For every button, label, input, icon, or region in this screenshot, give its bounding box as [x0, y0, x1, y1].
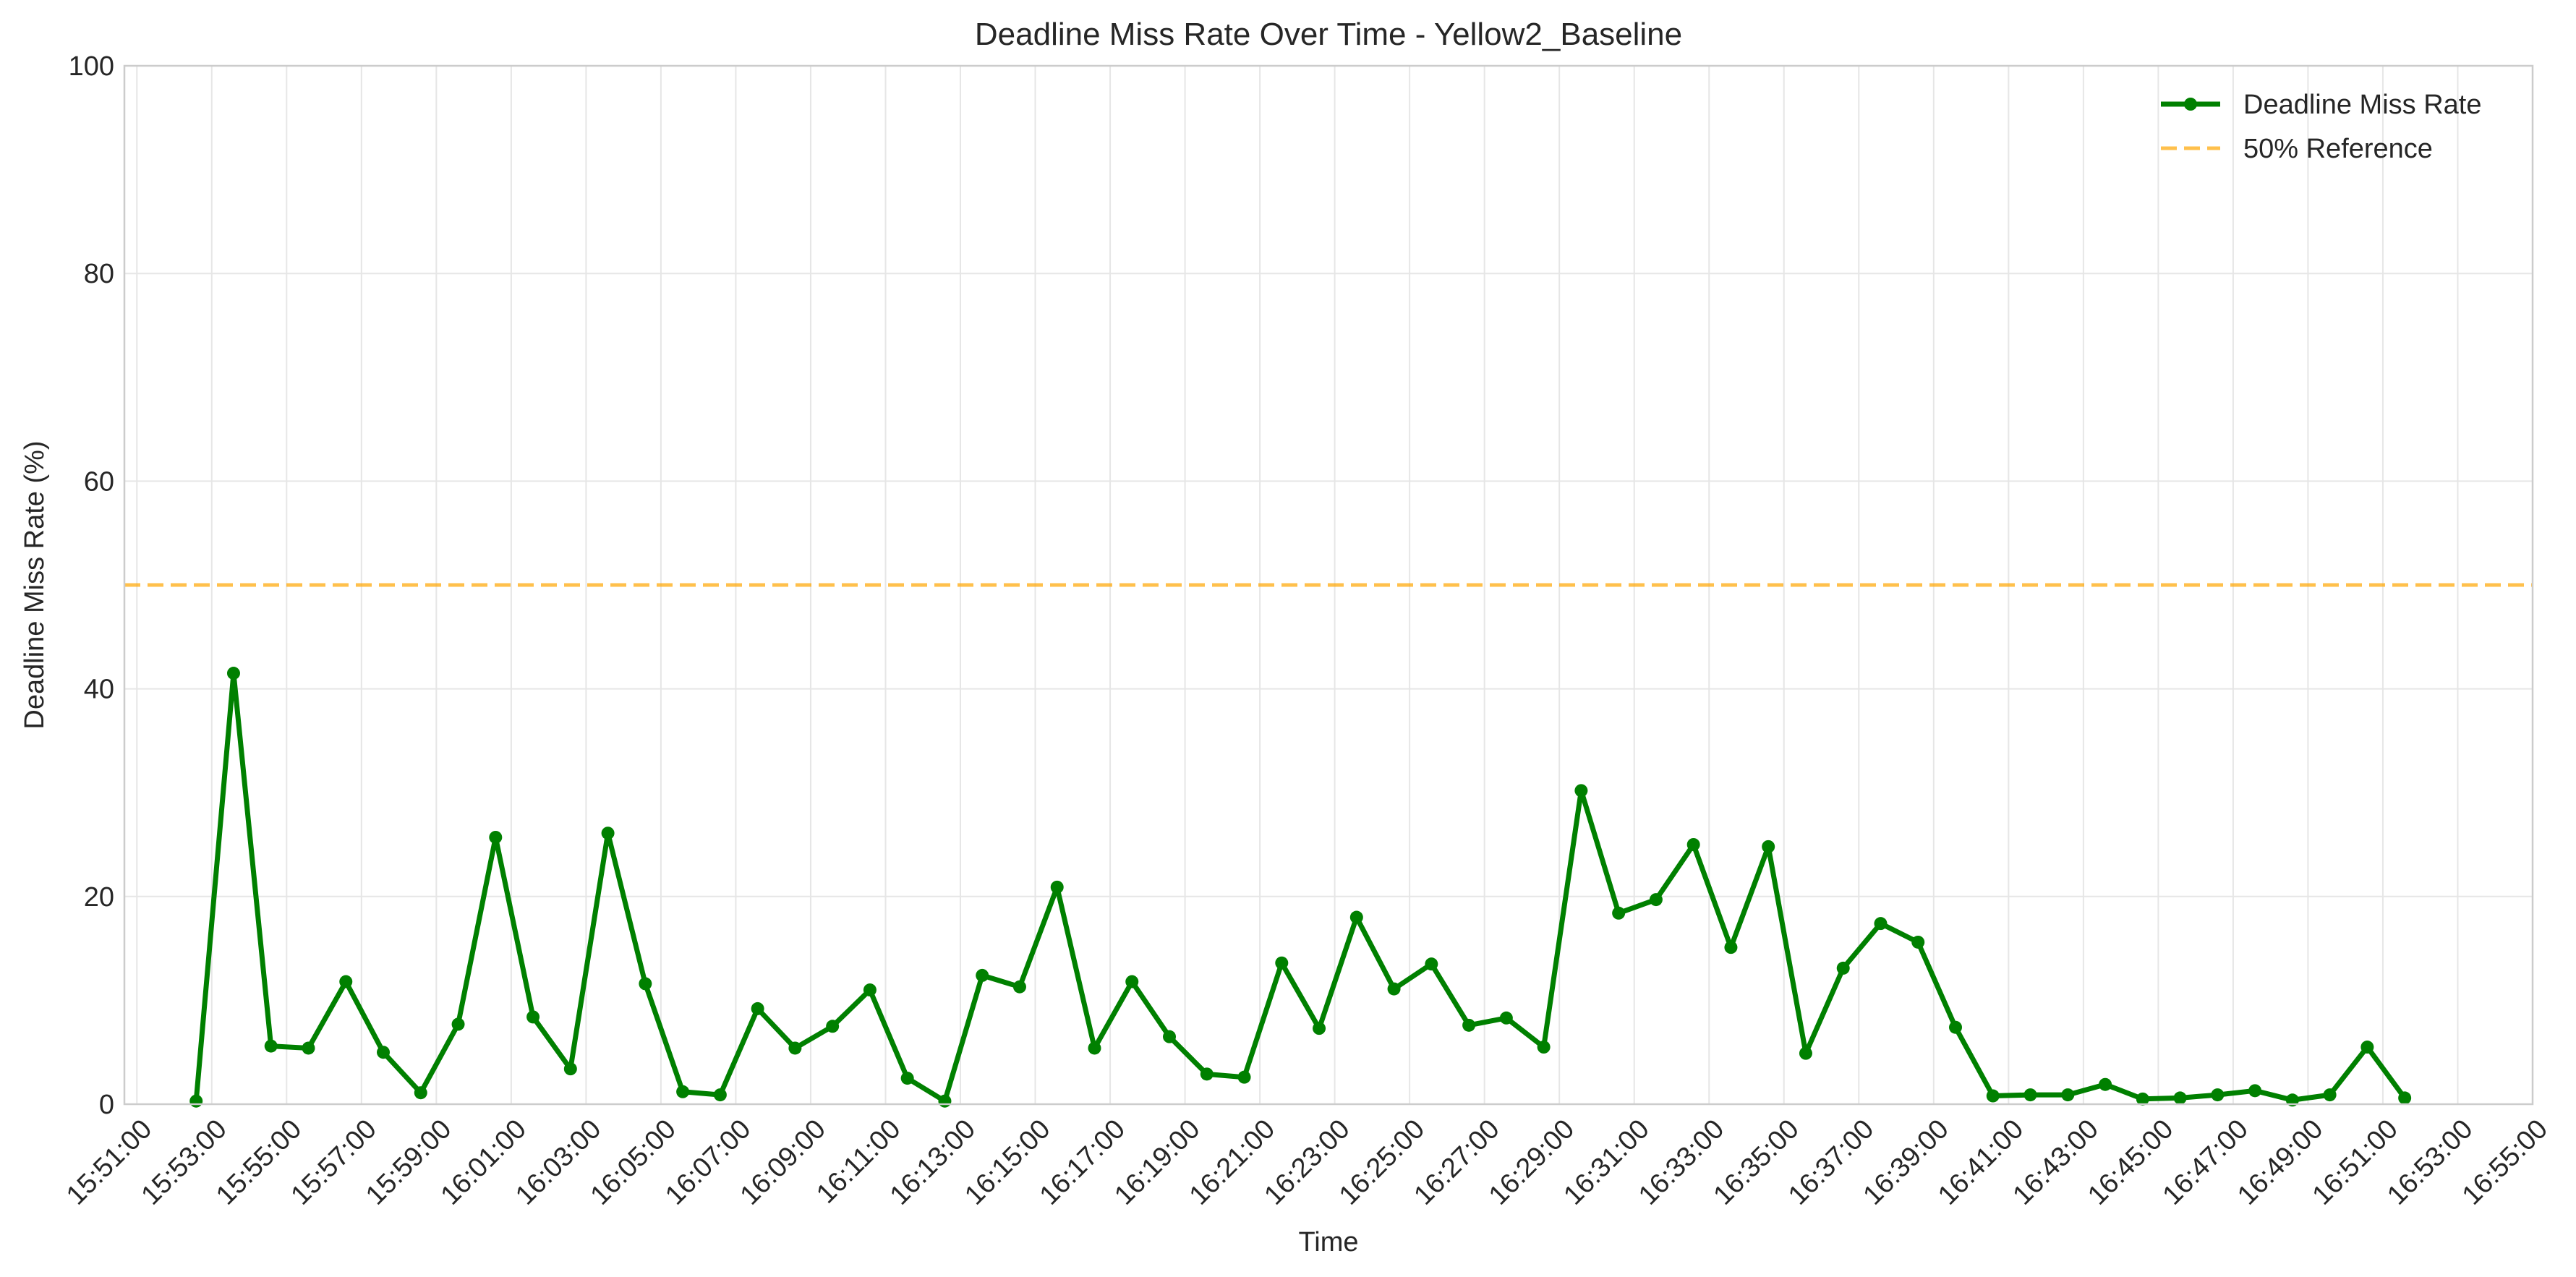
- data-point: [414, 1086, 427, 1100]
- data-point: [863, 983, 877, 997]
- chart-title: Deadline Miss Rate Over Time - Yellow2_B…: [975, 17, 1682, 52]
- y-tick-label: 40: [84, 675, 114, 705]
- data-point: [226, 667, 240, 680]
- data-point: [1686, 838, 1700, 851]
- data-point: [1499, 1011, 1513, 1025]
- data-point: [1313, 1022, 1326, 1035]
- x-axis-label: Time: [1298, 1227, 1358, 1257]
- legend-marker-deadline-miss-rate: [2184, 98, 2197, 111]
- y-axis-label: Deadline Miss Rate (%): [20, 440, 50, 729]
- data-point: [1349, 910, 1363, 924]
- data-point: [826, 1020, 840, 1033]
- data-point: [1612, 906, 1626, 920]
- y-tick-label: 100: [69, 51, 114, 82]
- plot-frame: [123, 64, 2534, 1106]
- data-point: [2398, 1091, 2412, 1105]
- data-point: [1799, 1046, 1812, 1060]
- data-point: [1986, 1089, 2000, 1103]
- data-point: [751, 1001, 764, 1015]
- data-point: [1275, 956, 1289, 970]
- legend-label-deadline-miss-rate: Deadline Miss Rate: [2243, 90, 2481, 120]
- data-point: [264, 1039, 278, 1053]
- data-point: [1425, 957, 1438, 971]
- legend: Deadline Miss Rate 50% Reference: [2161, 90, 2481, 164]
- data-point: [788, 1041, 802, 1055]
- data-point: [1649, 893, 1663, 907]
- data-point: [1949, 1020, 1963, 1034]
- y-tick-label: 0: [99, 1090, 114, 1120]
- data-point: [1911, 935, 1925, 949]
- y-tick-label: 20: [84, 882, 114, 913]
- data-point: [1163, 1030, 1177, 1043]
- data-point: [1050, 880, 1064, 894]
- data-point: [1200, 1067, 1214, 1081]
- data-point: [1724, 941, 1738, 954]
- data-point: [2023, 1088, 2037, 1102]
- legend-label-50-reference: 50% Reference: [2243, 134, 2433, 164]
- data-point: [676, 1085, 690, 1098]
- data-point: [938, 1094, 952, 1108]
- data-point: [526, 1010, 540, 1024]
- data-point: [339, 975, 353, 988]
- data-point: [451, 1017, 465, 1031]
- data-point: [2323, 1088, 2337, 1102]
- series-layer: [189, 667, 2412, 1108]
- data-point: [2173, 1091, 2187, 1105]
- data-point: [2248, 1084, 2262, 1098]
- data-point: [377, 1046, 391, 1059]
- data-point: [900, 1072, 914, 1085]
- data-point: [2099, 1077, 2112, 1091]
- data-point: [1462, 1018, 1476, 1032]
- data-point: [1125, 975, 1139, 988]
- data-point: [1537, 1041, 1551, 1054]
- data-point: [1574, 784, 1588, 798]
- data-point: [2211, 1088, 2225, 1102]
- data-point: [1762, 840, 1775, 853]
- y-tick-labels: 0 20 40 60 80 100: [69, 51, 114, 1120]
- data-point: [2061, 1088, 2075, 1102]
- data-point: [976, 968, 989, 982]
- data-point: [489, 830, 503, 844]
- data-point: [1874, 917, 1888, 931]
- data-point: [601, 827, 615, 840]
- data-point: [1237, 1070, 1251, 1084]
- data-point: [1012, 980, 1026, 994]
- data-point: [189, 1094, 203, 1108]
- data-point: [1387, 982, 1401, 996]
- data-point: [639, 977, 652, 991]
- data-point: [302, 1041, 315, 1055]
- data-point: [713, 1088, 727, 1102]
- data-point: [1088, 1041, 1101, 1055]
- data-point: [2360, 1041, 2374, 1054]
- data-point: [1836, 961, 1850, 975]
- data-point: [563, 1062, 577, 1076]
- y-tick-label: 80: [84, 259, 114, 289]
- y-tick-label: 60: [84, 466, 114, 497]
- data-point: [2136, 1092, 2149, 1106]
